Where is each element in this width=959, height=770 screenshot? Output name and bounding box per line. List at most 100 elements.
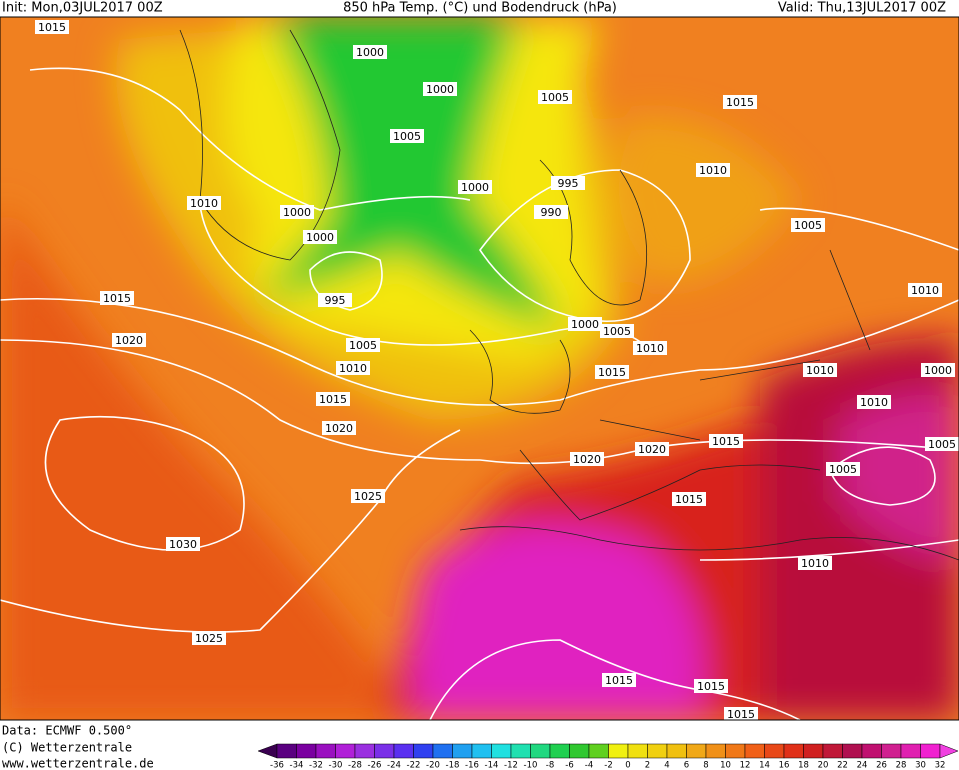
colorbar-cell (491, 743, 512, 759)
isobar-label: 1000 (306, 231, 334, 244)
coastlines (179, 29, 959, 561)
isobar-label: 1015 (697, 680, 725, 693)
isobar-label-box (538, 90, 572, 104)
colorbar-label: -36 (270, 761, 284, 770)
isobar-label-box (595, 365, 629, 379)
isobar-label-box (672, 492, 706, 506)
isobar-label-box (925, 437, 959, 451)
isobar-label: 1020 (573, 453, 601, 466)
colorbar-cell (744, 743, 765, 759)
isobar-label-box (857, 395, 891, 409)
colorbar-label: -4 (585, 761, 593, 770)
colorbar-cell (822, 743, 843, 759)
colorbar-cell (276, 743, 297, 759)
isobar-label-box (187, 196, 221, 210)
colorbar-label: 4 (664, 761, 669, 770)
isobar-label: 1025 (354, 490, 382, 503)
isobar-label: 1010 (801, 557, 829, 570)
isobar-label: 1015 (103, 292, 131, 305)
map-frame (0, 16, 959, 721)
isobar-label: 1005 (603, 325, 631, 338)
isobar-label: 995 (325, 294, 346, 307)
colorbar-cell (608, 743, 629, 759)
isobar-label: 1015 (319, 393, 347, 406)
colorbar-label: 20 (818, 761, 829, 770)
colorbar-label: -2 (604, 761, 612, 770)
colorbar-label: -22 (407, 761, 421, 770)
colorbar-label: -26 (368, 761, 382, 770)
colorbar-cell (354, 743, 375, 759)
isobar-label: 1000 (461, 181, 489, 194)
colorbar-cell (764, 743, 785, 759)
isobar-label-box (316, 392, 350, 406)
colorbar-label: -30 (329, 761, 343, 770)
colorbar-cell (335, 743, 356, 759)
valid-time: Valid: Thu,13JUL2017 00Z (778, 1, 946, 16)
isobar-label: 1015 (598, 366, 626, 379)
isobar-label: 1010 (860, 396, 888, 409)
colorbar-cell (432, 743, 453, 759)
isobar-label: 995 (558, 177, 579, 190)
isobar-label: 1015 (727, 708, 755, 721)
colorbar-label: 2 (645, 761, 650, 770)
isobar-label: 1010 (699, 164, 727, 177)
colorbar-cell (725, 743, 746, 759)
isobar-label: 1005 (794, 219, 822, 232)
colorbar-cell (920, 743, 941, 759)
colorbar-label: 8 (703, 761, 708, 770)
isobar-label: 1000 (571, 318, 599, 331)
colorbar-label: 32 (935, 761, 946, 770)
colorbar-label: 0 (625, 761, 630, 770)
isobar-label: 1010 (190, 197, 218, 210)
isobar-label: 990 (541, 206, 562, 219)
isobars (0, 67, 959, 720)
isobar-label-box (908, 283, 942, 297)
colorbar-cell (627, 743, 648, 759)
isobar-label: 1010 (339, 362, 367, 375)
colorbar-cell (842, 743, 863, 759)
colorbar-label: -32 (309, 761, 323, 770)
colorbar-cell (296, 743, 317, 759)
isobar-label: 1005 (541, 91, 569, 104)
isobar-label-box (694, 679, 728, 693)
colorbar-cell (530, 743, 551, 759)
colorbar-label: 12 (740, 761, 751, 770)
isobar-label-box (724, 707, 758, 720)
colorbar-label: 24 (857, 761, 868, 770)
isobar-label-box (458, 180, 492, 194)
colorbar-cell (783, 743, 804, 759)
isobar-label: 1010 (806, 364, 834, 377)
isobar-label-box (791, 218, 825, 232)
colorbar-label: 28 (896, 761, 907, 770)
colorbar-cell (900, 743, 921, 759)
colorbar-label: 30 (915, 761, 926, 770)
colorbar-cell (393, 743, 414, 759)
map-title: 850 hPa Temp. (°C) und Bodendruck (hPa) (343, 1, 617, 16)
colorbar-arrow (939, 743, 959, 759)
isobar-label-box (709, 434, 743, 448)
colorbar-cell (803, 743, 824, 759)
map: 1015 1000 1000 1005 1015 1005 1010 995 1000 1010 9… (0, 17, 959, 721)
colorbar-label: -24 (387, 761, 401, 770)
isobar-label-box (112, 333, 146, 347)
colorbar-label: -28 (348, 761, 362, 770)
isobar-label-box (602, 673, 636, 687)
isobar-label: 1005 (928, 438, 956, 451)
isobar-label-box (166, 537, 200, 551)
colorbar-cell (588, 743, 609, 759)
colorbar-cell (881, 743, 902, 759)
colorbar-cell (374, 743, 395, 759)
colorbar-cell (549, 743, 570, 759)
colorbar-label: 26 (876, 761, 887, 770)
colorbar-label: 6 (684, 761, 689, 770)
isobar-label-box (100, 291, 134, 305)
colorbar-label: -12 (504, 761, 518, 770)
website: www.wetterzentrale.de (2, 757, 154, 770)
isobar-label: 1015 (675, 493, 703, 506)
isobar-label: 1010 (636, 342, 664, 355)
isobar-label-box (568, 317, 602, 331)
colorbar-cell (413, 743, 434, 759)
colorbar-label: -14 (485, 761, 499, 770)
isobar-label: 1015 (712, 435, 740, 448)
colorbar-cell (452, 743, 473, 759)
